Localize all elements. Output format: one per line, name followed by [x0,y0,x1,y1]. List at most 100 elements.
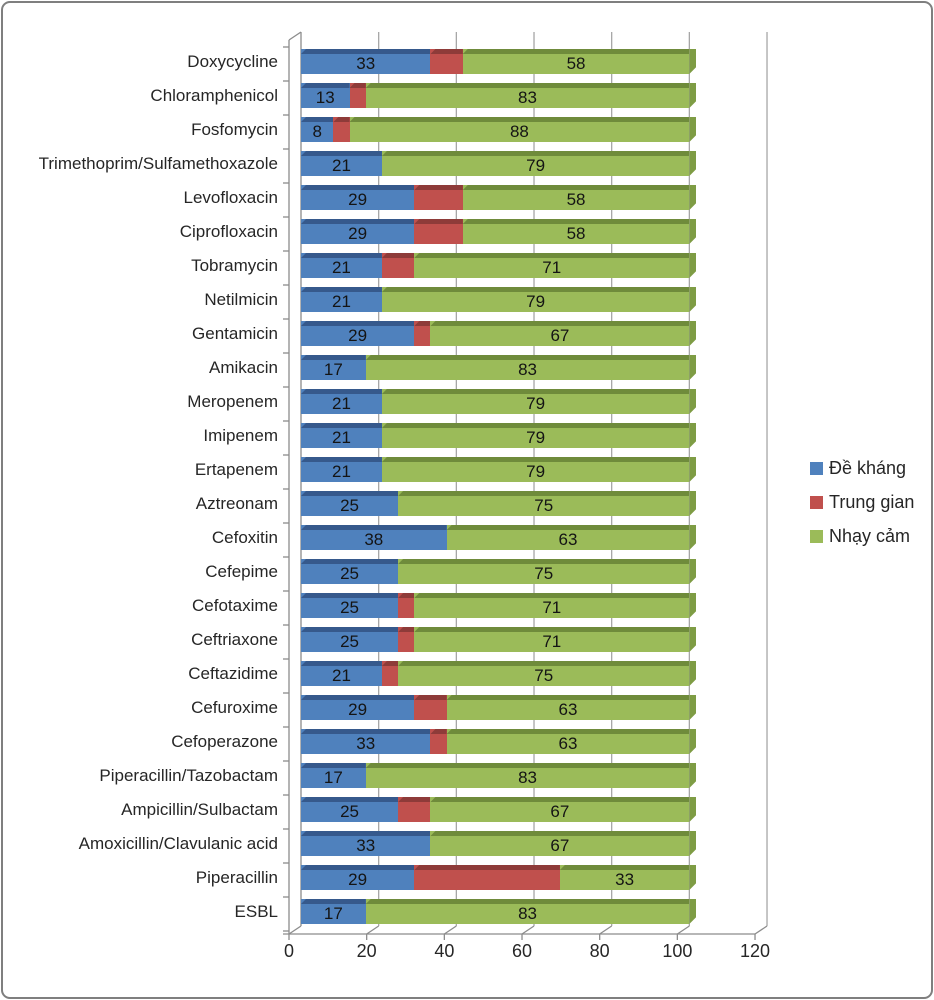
legend-item-trung-gian[interactable]: Trung gian [810,485,914,519]
segment-de-khang[interactable]: 17 [301,763,366,788]
segment-nhay-cam[interactable]: 83 [365,763,690,788]
segment-trung-gian[interactable] [414,219,463,244]
bar-end-cap [689,321,696,346]
legend-item-de-khang[interactable]: Đề kháng [810,451,914,485]
segment-trung-gian[interactable] [381,253,415,278]
legend-item-nhay-cam[interactable]: Nhạy cảm [810,519,914,553]
segment-de-khang[interactable]: 29 [301,865,415,890]
segment-nhay-cam[interactable]: 75 [398,491,690,516]
segment-nhay-cam[interactable]: 58 [462,185,690,210]
segment-trung-gian[interactable] [414,865,560,890]
segment-de-khang[interactable]: 38 [301,525,447,550]
category-label: Fosfomycin [191,120,278,139]
floor-tick-diagonal [676,925,690,935]
bar-end-cap [689,865,696,890]
segment-trung-gian[interactable] [398,797,431,822]
segment-trung-gian[interactable] [381,661,399,686]
bar-row: Piperacillin/Tazobactam 17 83 [0,761,934,795]
segment-nhay-cam[interactable]: 58 [462,49,690,74]
segment-nhay-cam[interactable]: 88 [349,117,690,142]
data-label-de-khang: 21 [331,666,351,685]
segment-nhay-cam[interactable]: 71 [414,253,690,278]
stacked-bar: 21 71 [301,253,689,278]
segment-trung-gian[interactable] [333,117,350,142]
data-label-nhay-cam: 83 [518,768,537,787]
segment-nhay-cam[interactable]: 67 [430,321,690,346]
segment-trung-gian[interactable] [398,627,415,652]
category-label: Piperacillin [195,868,278,887]
bar-row: Tobramycin 21 71 [0,251,934,285]
segment-de-khang[interactable]: 29 [301,185,415,210]
stacked-bar: 21 79 [301,457,689,482]
stacked-bar: 21 75 [301,661,689,686]
segment-de-khang[interactable]: 33 [301,49,431,74]
segment-nhay-cam[interactable]: 79 [381,457,690,482]
bar-row: ESBL 17 83 [0,897,934,931]
segment-nhay-cam[interactable]: 79 [381,389,690,414]
bar-end-cap [689,287,696,312]
data-label-de-khang: 29 [348,326,368,345]
bar-end-cap [689,797,696,822]
bar-end-cap [689,83,696,108]
segment-trung-gian[interactable] [414,185,463,210]
data-label-de-khang: 21 [331,394,351,413]
segment-de-khang[interactable]: 13 [301,83,350,108]
wall-top-diagonal [288,31,302,41]
segment-de-khang[interactable]: 33 [301,729,431,754]
segment-de-khang[interactable]: 33 [301,831,431,856]
segment-nhay-cam[interactable]: 67 [430,831,690,856]
segment-nhay-cam[interactable]: 83 [365,355,690,380]
segment-de-khang[interactable]: 29 [301,695,415,720]
segment-trung-gian[interactable] [349,83,366,108]
bar-row: Cefoxitin 38 63 [0,523,934,557]
segment-nhay-cam[interactable]: 75 [398,661,690,686]
segment-de-khang[interactable]: 25 [301,627,399,652]
segment-trung-gian[interactable] [414,321,431,346]
data-label-nhay-cam: 83 [518,88,537,107]
segment-nhay-cam[interactable]: 79 [381,423,690,448]
bar-end-cap [689,423,696,448]
segment-nhay-cam[interactable]: 67 [430,797,690,822]
bar-end-cap [689,151,696,176]
segment-de-khang[interactable]: 21 [301,423,382,448]
segment-de-khang[interactable]: 21 [301,287,382,312]
segment-nhay-cam[interactable]: 63 [446,525,690,550]
segment-nhay-cam[interactable]: 79 [381,151,690,176]
x-tick-label: 20 [356,941,377,961]
segment-de-khang[interactable]: 21 [301,661,382,686]
segment-nhay-cam[interactable]: 83 [365,83,690,108]
segment-de-khang[interactable]: 25 [301,593,399,618]
segment-trung-gian[interactable] [430,49,463,74]
segment-de-khang[interactable]: 17 [301,899,366,924]
segment-nhay-cam[interactable]: 63 [446,729,690,754]
segment-nhay-cam[interactable]: 58 [462,219,690,244]
segment-de-khang[interactable]: 21 [301,389,382,414]
segment-de-khang[interactable]: 25 [301,491,399,516]
category-label: Ceftriaxone [191,630,278,649]
segment-de-khang[interactable]: 8 [301,117,334,142]
segment-nhay-cam[interactable]: 79 [381,287,690,312]
segment-de-khang[interactable]: 25 [301,559,399,584]
segment-de-khang[interactable]: 21 [301,151,382,176]
segment-trung-gian[interactable] [414,695,447,720]
bar-end-cap [689,117,696,142]
segment-de-khang[interactable]: 29 [301,219,415,244]
segment-de-khang[interactable]: 25 [301,797,399,822]
segment-nhay-cam[interactable]: 33 [559,865,690,890]
bar-end-cap [689,355,696,380]
segment-de-khang[interactable]: 21 [301,253,382,278]
segment-de-khang[interactable]: 29 [301,321,415,346]
data-label-de-khang: 25 [340,632,359,651]
segment-nhay-cam[interactable]: 71 [414,593,690,618]
segment-trung-gian[interactable] [398,593,415,618]
category-label: Cefuroxime [191,698,278,717]
segment-trung-gian[interactable] [430,729,447,754]
segment-nhay-cam[interactable]: 83 [365,899,690,924]
segment-nhay-cam[interactable]: 75 [398,559,690,584]
segment-nhay-cam[interactable]: 63 [446,695,690,720]
segment-nhay-cam[interactable]: 71 [414,627,690,652]
stacked-bar: 33 63 [301,729,689,754]
segment-de-khang[interactable]: 21 [301,457,382,482]
segment-de-khang[interactable]: 17 [301,355,366,380]
